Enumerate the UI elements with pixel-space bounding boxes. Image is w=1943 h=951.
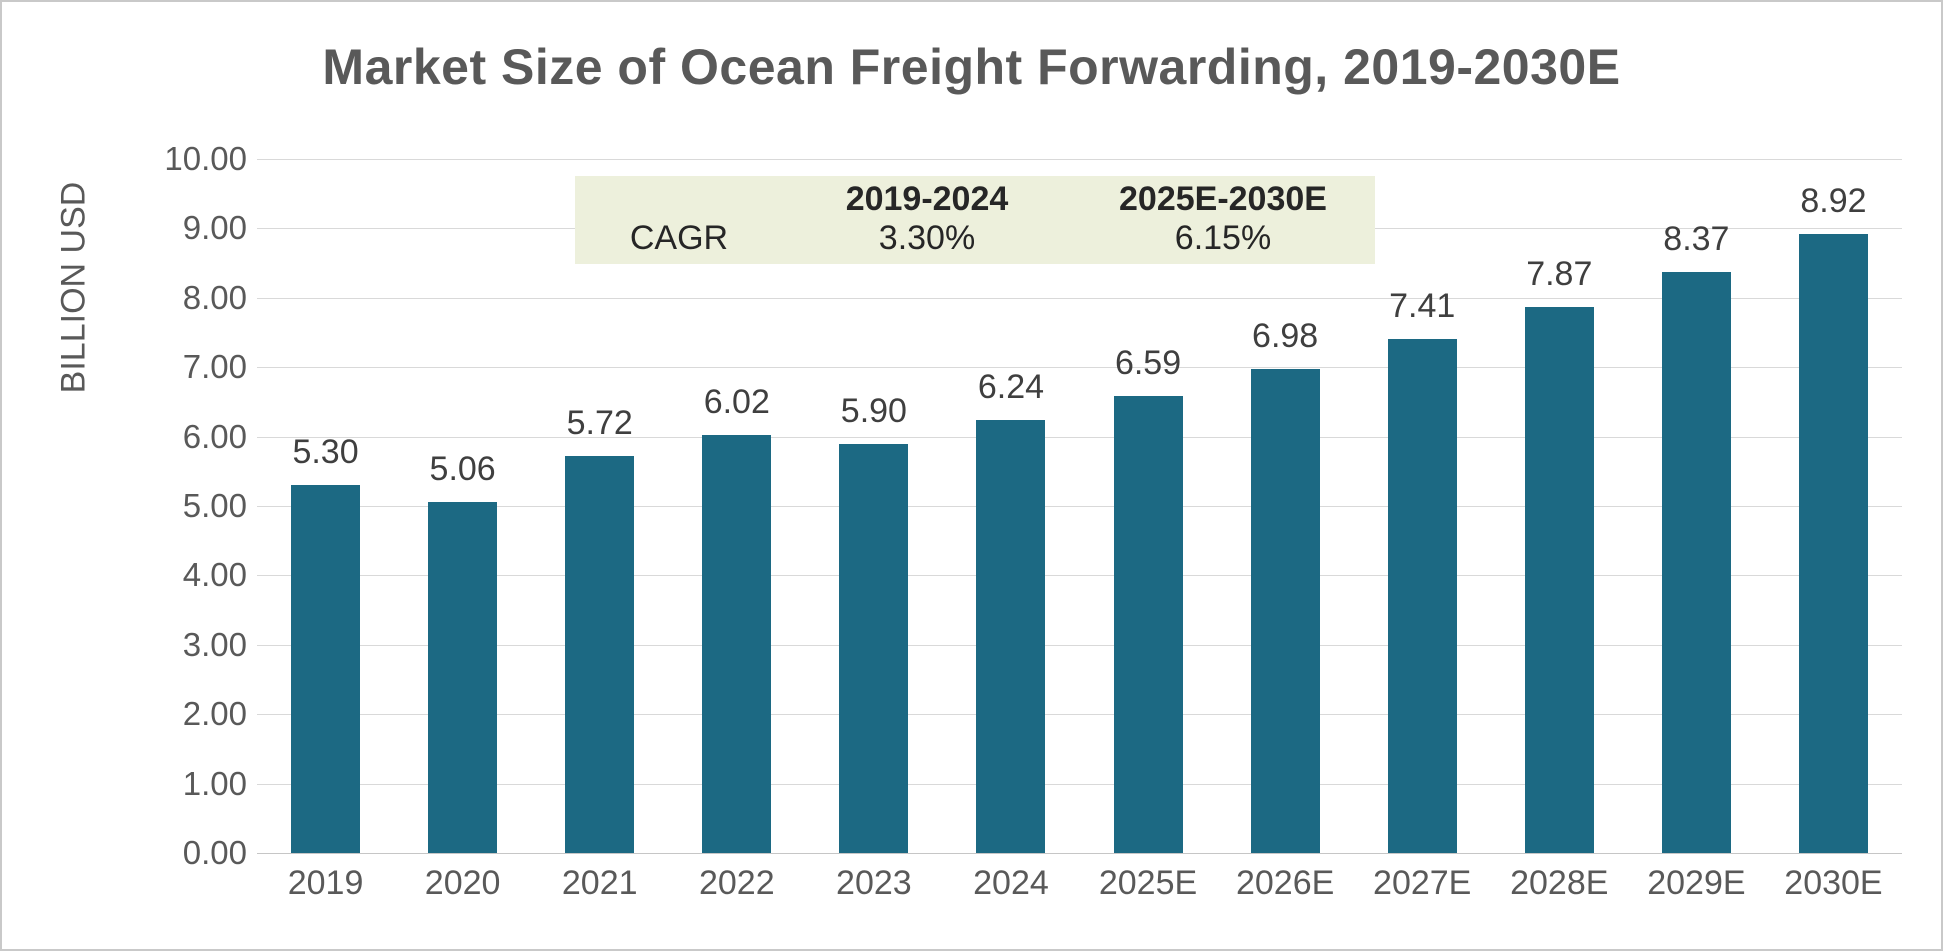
gridline bbox=[257, 159, 1902, 160]
bar-value-label: 6.59 bbox=[1114, 343, 1182, 382]
bar-value-label: 6.24 bbox=[977, 367, 1045, 406]
gridline bbox=[257, 575, 1902, 577]
bar-2021 bbox=[565, 456, 635, 853]
x-tick-label: 2020 bbox=[424, 864, 501, 902]
bar-2019 bbox=[291, 485, 361, 853]
x-tick-label: 2024 bbox=[973, 864, 1049, 902]
bar-value-label: 5.90 bbox=[840, 391, 907, 430]
bar-2022 bbox=[702, 435, 772, 853]
y-tick-label: 5.00 bbox=[182, 487, 247, 524]
y-tick-label: 2.00 bbox=[182, 695, 247, 733]
x-axis-labels: 2019 2020 2021 2022 2023 2024 2025E 2026E 2027E 2… bbox=[257, 864, 1902, 914]
cagr-period-2-value: 6.15% bbox=[1174, 219, 1272, 257]
bar-value-label: 5.30 bbox=[292, 433, 359, 472]
x-tick-label: 2029E bbox=[1647, 864, 1746, 902]
y-tick-label: 6.00 bbox=[182, 417, 247, 455]
y-tick-label: 0.00 bbox=[182, 834, 247, 871]
y-tick-label: 1.00 bbox=[182, 764, 247, 802]
bar-value-label: 6.98 bbox=[1252, 316, 1319, 355]
y-tick-label: 10.00 bbox=[164, 140, 247, 177]
plot-area: 5.30 5.06 5.72 6.02 5.90 6.24 6.59 6.98 7.41 7.87… bbox=[257, 159, 1902, 854]
bar-value-label: 7.87 bbox=[1526, 254, 1593, 293]
y-tick-label: 3.00 bbox=[182, 625, 247, 663]
x-tick-label: 2021 bbox=[561, 864, 638, 902]
x-tick-label: 2019 bbox=[287, 864, 364, 902]
bar-2025E bbox=[1113, 395, 1183, 853]
x-tick-label: 2028E bbox=[1510, 864, 1609, 902]
cagr-annotation-box: CAGR 2019-2024 3.30% 2025E-2030E 6.15% bbox=[575, 176, 1375, 264]
x-tick-label: 2026E bbox=[1235, 864, 1335, 902]
gridline bbox=[257, 367, 1902, 369]
gridline bbox=[257, 714, 1902, 716]
y-tick-label: 9.00 bbox=[182, 209, 247, 247]
bar-2024 bbox=[976, 419, 1046, 853]
gridline bbox=[257, 297, 1902, 299]
gridline bbox=[257, 436, 1902, 438]
bar-2020 bbox=[428, 501, 498, 853]
bar-2027E bbox=[1387, 338, 1457, 853]
x-tick-label: 2022 bbox=[698, 864, 775, 902]
bar-value-label: 5.72 bbox=[566, 404, 633, 443]
bar-value-label: 8.37 bbox=[1663, 220, 1730, 259]
x-tick-label: 2030E bbox=[1784, 864, 1883, 902]
bar-2030E bbox=[1798, 233, 1868, 853]
cagr-annotation-col-historic: 2019-2024 3.30% bbox=[783, 176, 1071, 264]
cagr-period-1-value: 3.30% bbox=[878, 219, 976, 257]
cagr-period-2-header: 2025E-2030E bbox=[1119, 180, 1327, 218]
bar-2023 bbox=[839, 443, 909, 853]
gridline bbox=[257, 853, 1902, 854]
bar-2029E bbox=[1661, 272, 1731, 853]
bar-value-label: 5.06 bbox=[429, 449, 496, 488]
x-tick-label: 2025E bbox=[1098, 864, 1198, 902]
bar-value-label: 8.92 bbox=[1800, 181, 1867, 220]
bar-2026E bbox=[1250, 368, 1320, 853]
y-axis-title: BILLION USD bbox=[54, 181, 93, 394]
y-tick-label: 4.00 bbox=[182, 556, 247, 594]
x-tick-label: 2023 bbox=[836, 864, 912, 902]
cagr-label: CAGR bbox=[629, 219, 729, 257]
cagr-annotation-col-label: CAGR bbox=[575, 176, 783, 264]
x-tick-label: 2027E bbox=[1373, 864, 1472, 902]
cagr-period-1-header: 2019-2024 bbox=[845, 180, 1009, 218]
gridline bbox=[257, 783, 1902, 785]
y-tick-label: 7.00 bbox=[182, 348, 247, 386]
cagr-annotation-col-forecast: 2025E-2030E 6.15% bbox=[1071, 176, 1375, 264]
bar-value-label: 6.02 bbox=[703, 383, 770, 422]
bar-value-label: 7.41 bbox=[1389, 286, 1456, 325]
gridline bbox=[257, 644, 1902, 646]
chart-title: Market Size of Ocean Freight Forwarding,… bbox=[322, 39, 1621, 95]
y-axis-ticks: 0.00 1.00 2.00 3.00 4.00 5.00 6.00 7.00 8.00 9.00… bbox=[112, 140, 247, 871]
y-tick-label: 8.00 bbox=[182, 278, 247, 316]
bar-2028E bbox=[1524, 306, 1594, 853]
gridline bbox=[257, 506, 1902, 507]
